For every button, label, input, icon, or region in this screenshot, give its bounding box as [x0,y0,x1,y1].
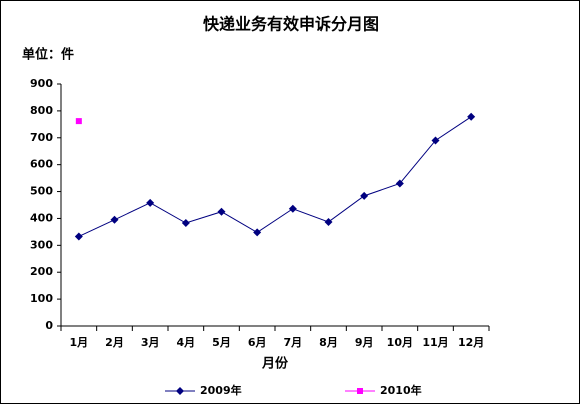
data-point [75,118,82,125]
data-point [395,179,404,188]
x-tick-label: 10月 [387,336,413,349]
legend-marker [176,387,184,395]
data-point [110,215,119,224]
series-line [78,116,472,237]
x-axis-title: 月份 [261,356,289,372]
y-tick-label: 0 [45,319,53,332]
y-tick-label: 200 [30,265,53,278]
y-tick-label: 600 [30,158,53,171]
data-point [217,207,226,216]
y-tick-label: 100 [30,292,53,305]
y-tick-label: 400 [30,211,53,224]
x-tick-label: 3月 [141,336,160,349]
data-point [360,191,369,200]
data-point [146,198,155,207]
legend-label: 2010年 [380,383,422,397]
y-tick-label: 900 [30,77,53,90]
data-point [253,228,262,237]
data-point [431,136,440,145]
legend-marker [357,388,363,394]
data-point [288,204,297,213]
legend-label: 2009年 [200,383,242,397]
x-tick-label: 2月 [105,336,124,349]
x-tick-label: 6月 [248,336,267,349]
chart-title: 快递业务有效申诉分月图 [203,15,379,34]
data-point [467,112,476,121]
x-tick-label: 4月 [177,336,196,349]
x-tick-label: 11月 [422,336,448,349]
data-point [181,219,190,228]
y-tick-label: 800 [30,104,53,117]
x-tick-label: 12月 [458,336,484,349]
x-tick-label: 7月 [284,336,303,349]
x-tick-label: 1月 [70,336,89,349]
y-tick-label: 700 [30,131,53,144]
unit-label: 单位：件 [22,47,74,63]
x-tick-label: 9月 [355,336,374,349]
x-tick-label: 5月 [212,336,231,349]
data-point [324,217,333,226]
x-tick-label: 8月 [319,336,338,349]
data-point [74,232,83,241]
y-tick-label: 500 [30,185,53,198]
y-tick-label: 300 [30,238,53,251]
